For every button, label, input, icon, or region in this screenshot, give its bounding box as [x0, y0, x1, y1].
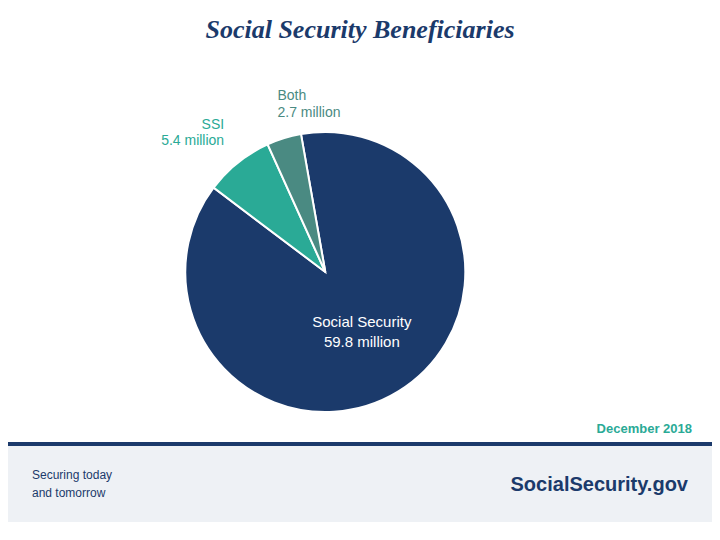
html-text:December 2018: December 2018 [596, 421, 692, 436]
svg-text:Social Security59.8 million: Social Security59.8 million [312, 313, 412, 350]
svg-text:Both2.7 million: Both2.7 million [278, 87, 341, 120]
html-text:Securing today and tomorrow: Securing today and tomorrow [32, 468, 113, 500]
svg-text:SSI5.4 million: SSI5.4 million [161, 116, 224, 149]
html-text:SocialSecurity.gov: SocialSecurity.gov [510, 472, 688, 495]
html-text:Social Security Beneficiaries: Social Security Beneficiaries [205, 15, 515, 44]
